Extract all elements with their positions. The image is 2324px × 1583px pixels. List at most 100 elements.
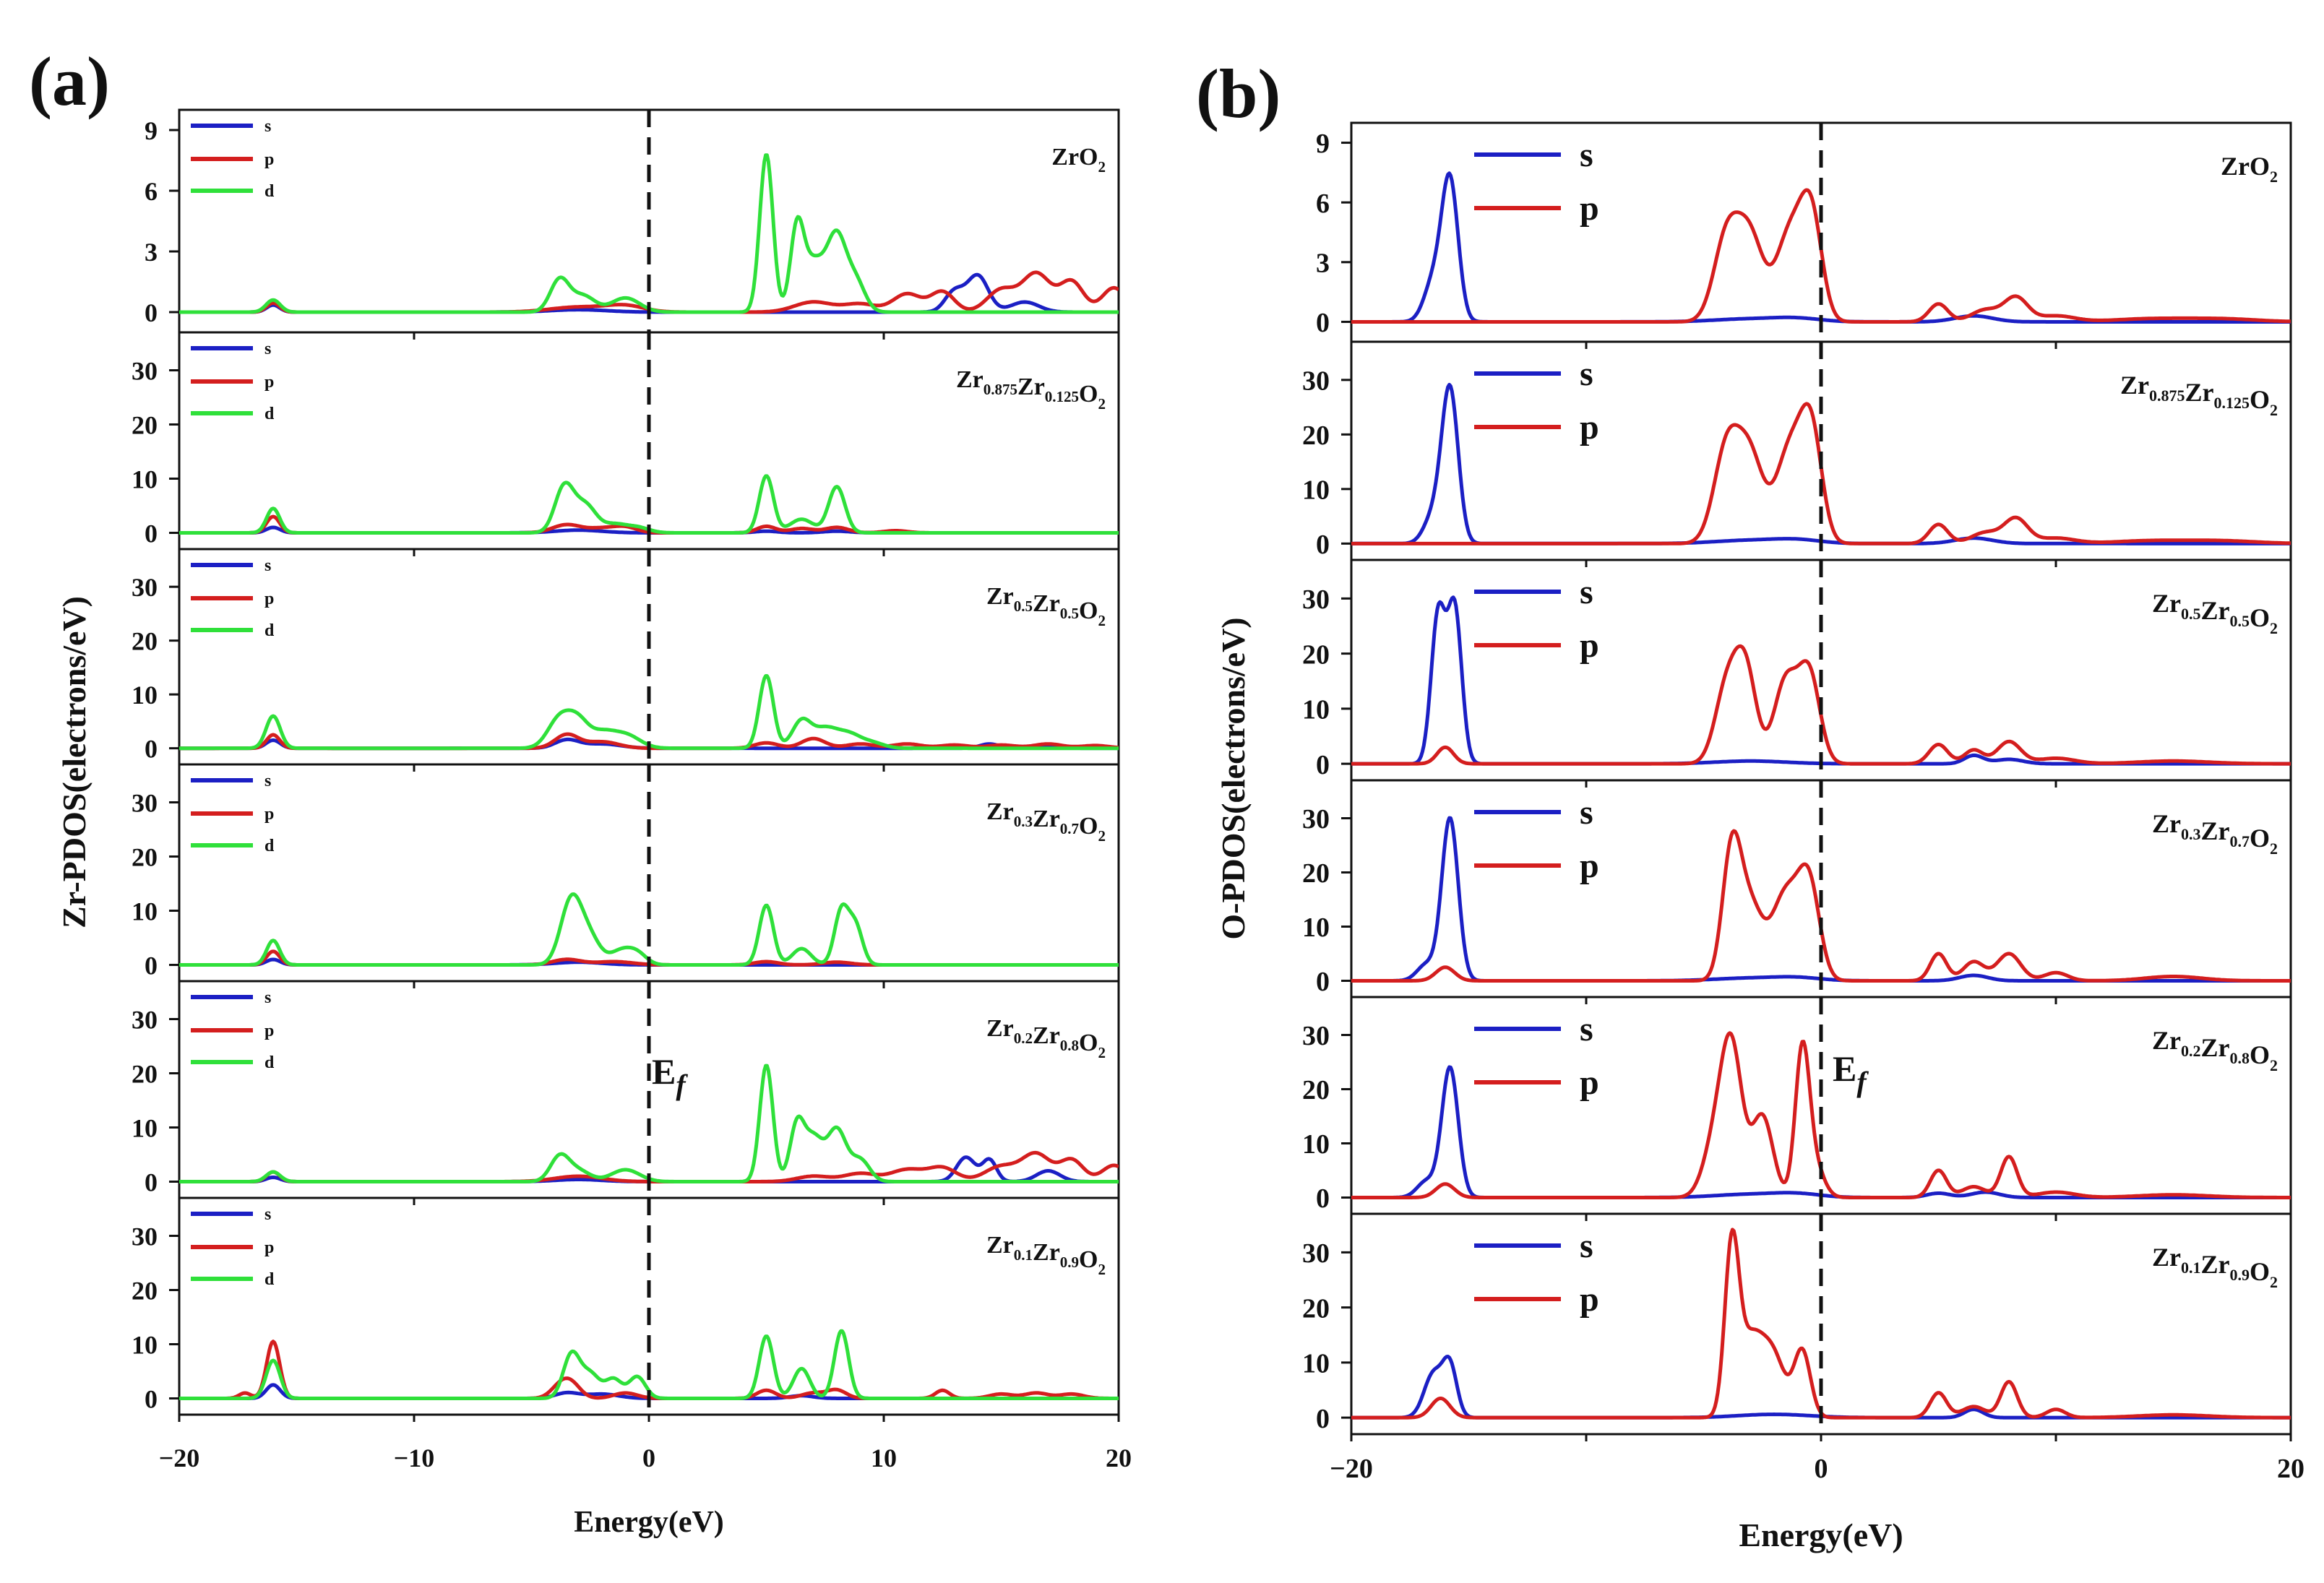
title-element: O — [1079, 598, 1098, 624]
title-subscript: 0.8 — [2229, 1049, 2250, 1067]
y-tick-label: 30 — [1302, 366, 1330, 397]
legend-label-d: d — [264, 621, 275, 640]
subplot-title: ZrO2 — [2221, 152, 2278, 186]
legend: spd — [191, 556, 275, 640]
legend-label-s: s — [1580, 1227, 1593, 1265]
y-tick-label: 10 — [1302, 695, 1330, 725]
y-tick-label: 20 — [1302, 639, 1330, 670]
title-subscript: 0.125 — [1045, 388, 1079, 405]
panel-label: (b) — [1196, 55, 1281, 132]
title-subscript: 0.8 — [1060, 1037, 1079, 1054]
x-tick-label: 0 — [642, 1444, 655, 1472]
y-tick-label: 9 — [145, 116, 158, 145]
legend-label-s: s — [264, 117, 271, 136]
y-tick-label: 3 — [1316, 248, 1330, 278]
y-tick-label: 6 — [145, 177, 158, 206]
x-tick-label: 20 — [2277, 1454, 2304, 1484]
y-tick-label: 0 — [1316, 750, 1330, 780]
legend-label-s: s — [264, 772, 271, 790]
subplot-title: Zr0.5Zr0.5O2 — [2152, 589, 2278, 637]
y-tick-label: 30 — [132, 1005, 158, 1034]
legend: sp — [1474, 573, 1599, 665]
x-tick-label: −10 — [394, 1444, 435, 1472]
title-subscript: 0.5 — [1014, 598, 1033, 615]
legend-label-p: p — [264, 1238, 274, 1257]
legend-label-d: d — [264, 1270, 275, 1289]
legend: sp — [1474, 136, 1599, 228]
legend-label-p: p — [264, 590, 274, 608]
title-subscript: 0.1 — [1014, 1246, 1033, 1264]
y-tick-label: 10 — [1302, 1349, 1330, 1379]
subplot-title: Zr0.5Zr0.5O2 — [986, 583, 1106, 629]
x-tick-label: 20 — [1106, 1444, 1132, 1472]
y-tick-label: 30 — [1302, 804, 1330, 834]
legend-label-p: p — [264, 805, 274, 824]
title-element: O — [1079, 144, 1098, 171]
subplot-title: Zr0.875Zr0.125O2 — [956, 366, 1106, 413]
title-element: Zr — [2200, 816, 2229, 845]
legend-label-p: p — [1580, 1064, 1599, 1102]
x-tick-label: −20 — [159, 1444, 200, 1472]
y-tick-label: 3 — [145, 238, 158, 267]
y-axis-label: O-PDOS(electrons/eV) — [1215, 617, 1252, 939]
title-element: Zr — [1033, 1022, 1060, 1049]
title-subscript: 0.125 — [2213, 394, 2250, 412]
y-tick-label: 30 — [1302, 585, 1330, 615]
title-subscript: 0.5 — [1060, 605, 1079, 622]
title-element: O — [2250, 152, 2270, 181]
title-element: Zr — [986, 1015, 1014, 1042]
legend: sp — [1474, 355, 1599, 447]
fermi-subscript: f — [676, 1069, 688, 1101]
y-tick-label: 9 — [1316, 129, 1330, 159]
x-tick-label: 10 — [871, 1444, 897, 1472]
title-element: Zr — [2200, 1033, 2229, 1062]
y-tick-label: 0 — [145, 951, 158, 980]
legend-label-s: s — [264, 988, 271, 1007]
legend-label-s: s — [264, 340, 271, 358]
y-tick-label: 0 — [1316, 1404, 1330, 1434]
y-tick-label: 20 — [132, 1059, 158, 1088]
title-subscript: 2 — [1098, 158, 1106, 176]
legend-label-s: s — [1580, 573, 1593, 611]
title-element: O — [2250, 385, 2270, 414]
fermi-symbol: E — [1833, 1048, 1856, 1089]
legend-label-s: s — [1580, 1010, 1593, 1048]
title-subscript: 2 — [2270, 1273, 2278, 1291]
y-tick-label: 30 — [1302, 1238, 1330, 1269]
title-subscript: 2 — [1098, 1261, 1106, 1278]
title-element: Zr — [2185, 378, 2213, 407]
legend-label-s: s — [1580, 355, 1593, 393]
y-tick-label: 30 — [1302, 1021, 1330, 1051]
fermi-symbol: E — [652, 1051, 676, 1092]
x-tick-label: 0 — [1815, 1454, 1828, 1484]
legend-label-p: p — [1580, 626, 1599, 665]
y-tick-label: 10 — [1302, 475, 1330, 506]
legend: spd — [191, 1205, 275, 1289]
legend-label-p: p — [264, 150, 274, 169]
title-element: Zr — [986, 798, 1014, 825]
title-element: Zr — [1051, 144, 1079, 171]
legend-label-p: p — [1580, 847, 1599, 885]
legend-label-d: d — [264, 182, 275, 201]
y-tick-label: 0 — [145, 298, 158, 327]
y-tick-label: 0 — [1316, 530, 1330, 560]
legend-label-s: s — [1580, 793, 1593, 832]
title-subscript: 2 — [2270, 619, 2278, 637]
title-element: Zr — [2120, 371, 2149, 400]
title-subscript: 0.875 — [2149, 387, 2185, 405]
x-axis-label: Energy(eV) — [574, 1506, 724, 1539]
title-element: Zr — [1033, 590, 1060, 617]
legend: spd — [191, 340, 275, 423]
title-subscript: 0.5 — [2181, 605, 2201, 623]
subplot-title: Zr0.1Zr0.9O2 — [2152, 1243, 2278, 1291]
series-line-p — [1351, 644, 2291, 766]
title-element: O — [1079, 1030, 1098, 1056]
legend: sp — [1474, 1227, 1599, 1319]
subplot-ZrO2: 0 3 6 9 sp ZrO2 — [1316, 121, 2292, 349]
title-element: Zr — [2152, 1243, 2181, 1272]
y-tick-label: 20 — [132, 1276, 158, 1305]
